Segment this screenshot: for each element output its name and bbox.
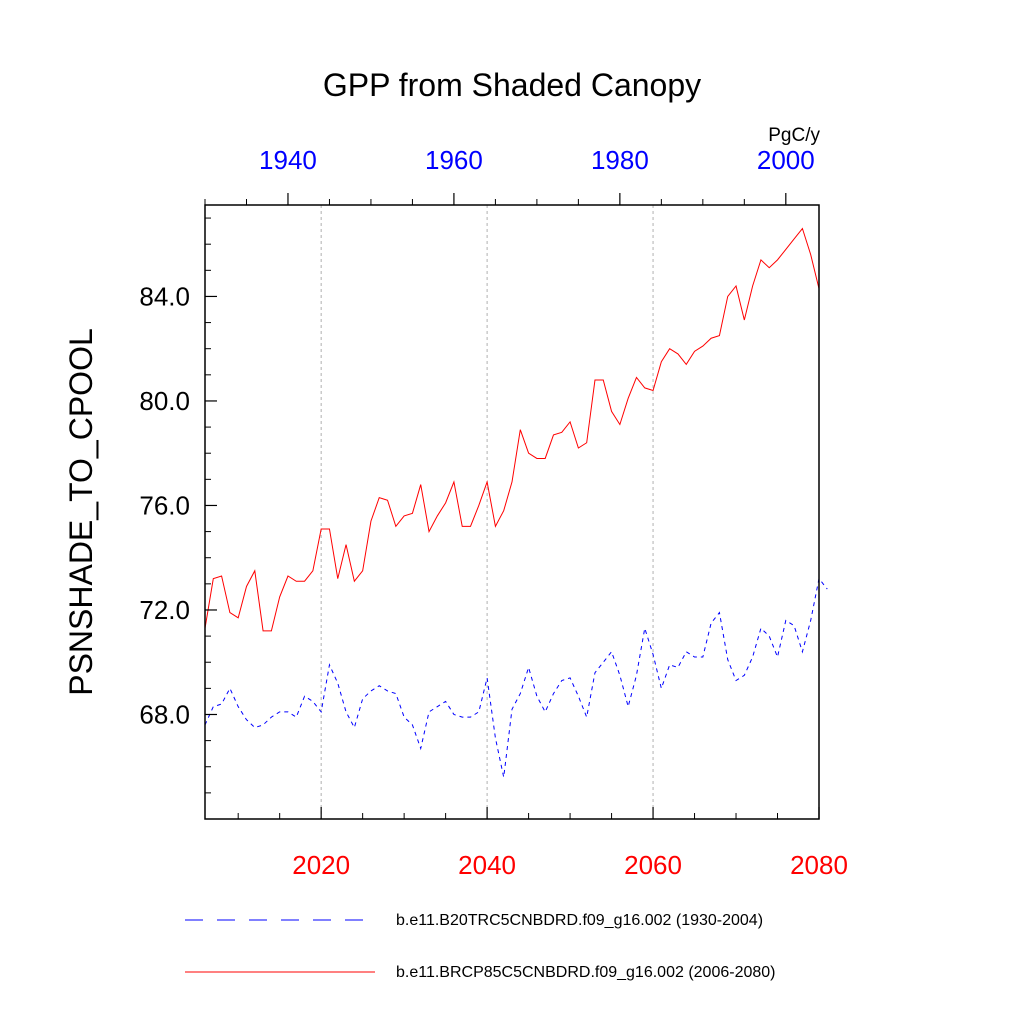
x-top-tick-label: 2000 — [757, 145, 815, 175]
y-tick-label: 80.0 — [139, 386, 190, 416]
y-tick-label: 68.0 — [139, 699, 190, 729]
y-tick-label: 76.0 — [139, 490, 190, 520]
x-top-tick-label: 1960 — [425, 145, 483, 175]
y-axis-label: PSNSHADE_TO_CPOOL — [63, 328, 99, 696]
rcp85-series-line — [204, 227, 820, 632]
y-tick-label: 84.0 — [139, 281, 190, 311]
series-lines — [204, 227, 828, 778]
legend-label: b.e11.B20TRC5CNBDRD.f09_g16.002 (1930-20… — [396, 912, 763, 929]
x-bottom-tick-label: 2040 — [458, 850, 516, 880]
x-top-tick-label: 1940 — [259, 145, 317, 175]
plot-frame — [204, 204, 820, 820]
x-bottom-tick-label: 2060 — [624, 850, 682, 880]
x-bottom-tick-label: 2020 — [292, 850, 350, 880]
axes: 2020 2040 2060 2080 1940 1960 1980 2000 68.0 72.0… — [139, 145, 848, 880]
legend: b.e11.B20TRC5CNBDRD.f09_g16.002 (1930-20… — [185, 912, 775, 981]
x-bottom-tick-label: 2080 — [790, 850, 848, 880]
legend-label: b.e11.BRCP85C5CNBDRD.f09_g16.002 (2006-2… — [396, 964, 775, 981]
grid-lines — [320, 205, 654, 819]
x-top-tick-label: 1980 — [591, 145, 649, 175]
chart-title: GPP from Shaded Canopy — [323, 67, 701, 103]
historical-series-line — [204, 577, 828, 778]
units-label: PgC/y — [768, 125, 820, 146]
y-tick-label: 72.0 — [139, 595, 190, 625]
